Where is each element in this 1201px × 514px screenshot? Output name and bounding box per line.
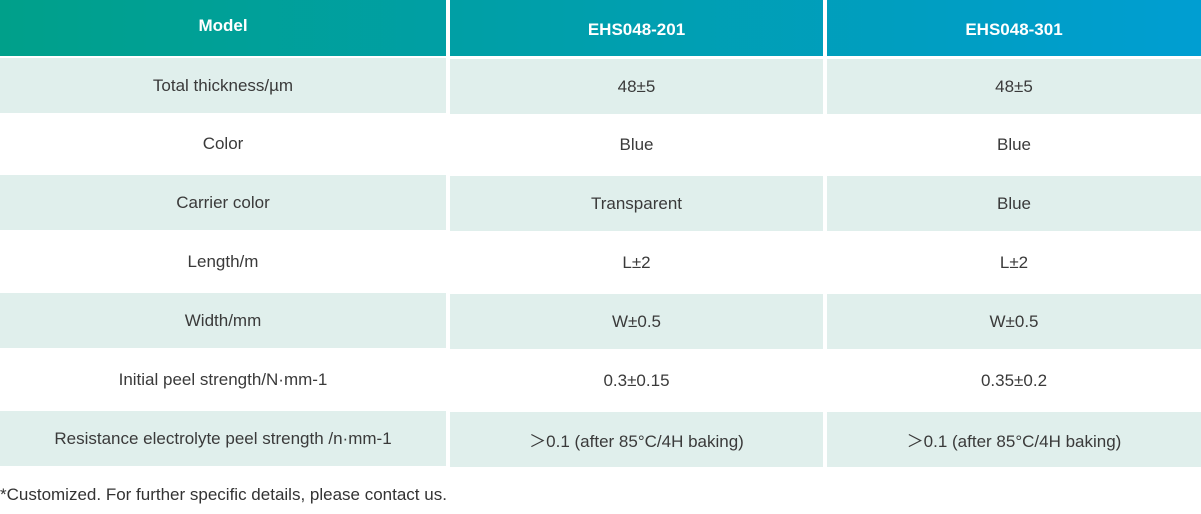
row-value-model-1: ＞0.1 (after 85°C/4H baking) [450, 412, 823, 467]
row-value-model-1: W±0.5 [450, 294, 823, 349]
row-label: Resistance electrolyte peel strength /n·… [0, 411, 446, 466]
row-label: Width/mm [0, 293, 446, 348]
table-header [0, 0, 1201, 56]
header-model-2: EHS048-301 [965, 20, 1063, 39]
row-value-model-2: W±0.5 [827, 294, 1201, 349]
row-label: Length/m [187, 251, 259, 271]
row-label: Initial peel strength/N·mm-1 [118, 369, 328, 389]
row-value-model-2: Blue [996, 134, 1032, 154]
row-value-model-1: L±2 [622, 252, 651, 272]
row-value-model-2: Blue [827, 176, 1201, 231]
row-value-model-1: 48±5 [450, 59, 823, 114]
row-value-model-1: 0.3±0.15 [603, 370, 670, 390]
header-divider [446, 0, 450, 56]
row-value-model-2: 0.35±0.2 [980, 370, 1048, 390]
row-value-model-2: ＞0.1 (after 85°C/4H baking) [827, 412, 1201, 467]
row-value-model-1: Transparent [450, 176, 823, 231]
header-divider [823, 0, 827, 56]
row-value-model-1: Blue [619, 134, 654, 154]
row-label: Carrier color [0, 175, 446, 230]
row-label: Color [202, 133, 244, 153]
footnote: *Customized. For further specific detail… [0, 485, 447, 504]
header-model-1: EHS048-201 [587, 20, 686, 39]
row-label: Total thickness/µm [0, 58, 446, 113]
header-model: Model [198, 16, 248, 35]
row-value-model-2: 48±5 [827, 59, 1201, 114]
row-value-model-2: L±2 [999, 252, 1029, 272]
